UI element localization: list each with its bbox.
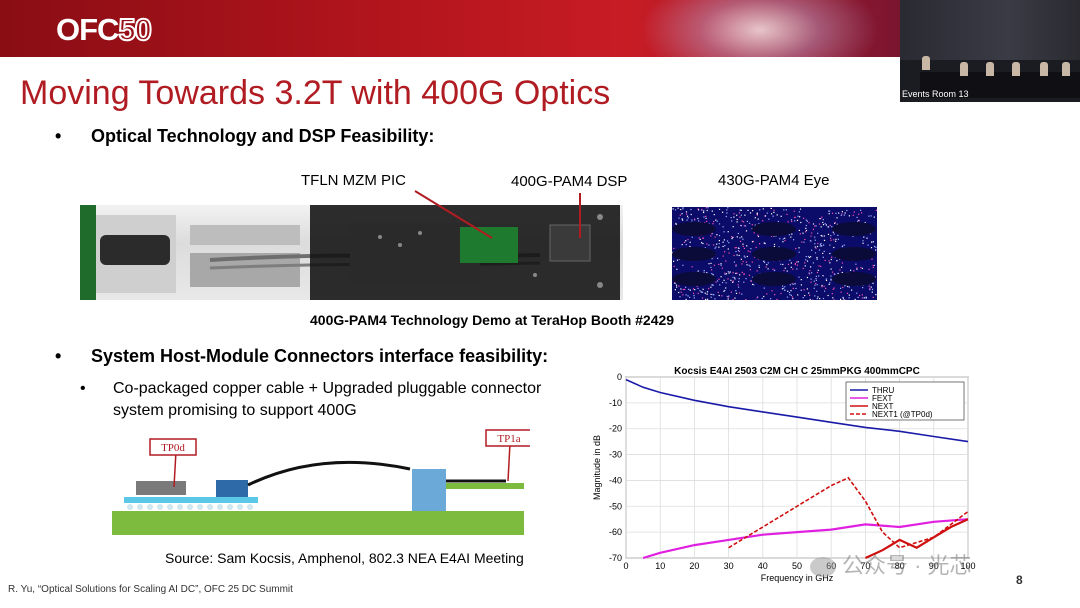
tp1a-label: TP1a — [497, 433, 520, 445]
y-tick-label: -50 — [609, 501, 622, 511]
header-banner: OFC50 — [0, 0, 900, 57]
crosstalk-chart-svg: Kocsis E4AI 2503 C2M CH C 25mmPKG 400mmC… — [592, 366, 976, 583]
eye-openings — [672, 222, 876, 286]
tp0d-callout — [149, 438, 197, 456]
video-person — [1062, 62, 1070, 76]
y-tick-label: -70 — [609, 553, 622, 563]
y-tick-label: -10 — [609, 398, 622, 408]
solder-balls — [127, 504, 253, 510]
y-tick-label: -20 — [609, 424, 622, 434]
legend-entry: FEXT — [872, 394, 893, 403]
label-eye: 430G-PAM4 Eye — [718, 172, 830, 189]
speaker-video-feed: Events Room 13 — [900, 0, 1080, 102]
y-tick-label: -60 — [609, 527, 622, 537]
asic-die — [136, 481, 186, 495]
sub-bullet-line2: system promising to support 400G — [113, 402, 357, 419]
legend-entry: NEXT1 (@TP0d) — [872, 410, 933, 419]
video-person — [1040, 62, 1048, 76]
x-tick-label: 90 — [929, 561, 939, 571]
bullet-text: System Host-Module Connectors interface … — [91, 346, 549, 366]
bullet-text: Optical Technology and DSP Feasibility: — [91, 126, 435, 146]
legend-entry: THRU — [872, 386, 894, 395]
banner-sparkle-decoration — [640, 0, 880, 57]
host-board — [112, 511, 524, 535]
package-substrate — [124, 497, 258, 503]
footer-citation: R. Yu, “Optical Solutions for Scaling AI… — [8, 584, 293, 595]
sub-bullet-line1: Co-packaged copper cable + Upgraded plug… — [113, 380, 542, 397]
watermark-text: 公众号 · 光芯 — [842, 553, 972, 578]
y-tick-label: 0 — [617, 372, 622, 382]
y-axis-label: Magnitude in dB — [592, 435, 602, 500]
x-tick-label: 20 — [689, 561, 699, 571]
ofc-logo: OFC50 — [56, 11, 153, 48]
y-tick-label: -40 — [609, 475, 622, 485]
eye-diagram-image — [672, 207, 877, 300]
x-tick-label: 40 — [758, 561, 768, 571]
x-tick-label: 0 — [623, 561, 628, 571]
legend-entry: NEXT — [872, 402, 893, 411]
source-citation: Source: Sam Kocsis, Amphenol, 802.3 NEA … — [165, 550, 524, 566]
x-tick-label: 80 — [895, 561, 905, 571]
x-tick-label: 10 — [655, 561, 665, 571]
series-line-next — [864, 518, 969, 560]
bullet-optical-technology: • Optical Technology and DSP Feasibility… — [55, 126, 435, 147]
video-person — [922, 56, 930, 70]
module-card — [446, 483, 524, 489]
sub-bullet-copper-cable: • Co-packaged copper cable + Upgraded pl… — [80, 378, 542, 422]
connector-diagram: TP0d TP1a — [110, 425, 533, 537]
crosstalk-chart: Kocsis E4AI 2503 C2M CH C 25mmPKG 400mmC… — [583, 363, 983, 585]
x-tick-label: 50 — [792, 561, 802, 571]
video-person — [960, 62, 968, 76]
video-person — [1012, 62, 1020, 76]
page-number: 8 — [1016, 573, 1023, 587]
video-person — [986, 62, 994, 76]
bullet-host-module-connectors: • System Host-Module Connectors interfac… — [55, 346, 549, 367]
logo-text: OFC — [56, 12, 119, 47]
label-tfln-mzm-pic: TFLN MZM PIC — [301, 172, 406, 189]
video-room-label: Events Room 13 — [902, 89, 969, 99]
series-line-fext — [642, 518, 969, 560]
y-tick-label: -30 — [609, 450, 622, 460]
series-line-next1-tp0d — [728, 476, 969, 549]
bullet-dot: • — [80, 380, 86, 397]
wechat-icon — [810, 557, 836, 578]
bullet-dot: • — [55, 346, 62, 366]
video-panel-table — [920, 72, 1080, 98]
chart-title: Kocsis E4AI 2503 C2M CH C 25mmPKG 400mmC… — [674, 366, 920, 377]
logo-number: 50 — [117, 11, 153, 48]
demo-caption: 400G-PAM4 Technology Demo at TeraHop Boo… — [310, 312, 675, 328]
x-tick-label: 30 — [724, 561, 734, 571]
watermark: 公众号 · 光芯 — [810, 548, 972, 580]
eye-diagram-plot — [672, 207, 877, 300]
tp0d-label: TP0d — [161, 442, 185, 454]
slide-title: Moving Towards 3.2T with 400G Optics — [20, 74, 611, 112]
bullet-dot: • — [55, 126, 62, 146]
copper-cable — [247, 460, 411, 487]
series-line-thru — [625, 378, 969, 443]
label-dsp: 400G-PAM4 DSP — [511, 173, 628, 190]
x-axis-label: Frequency in GHz — [761, 573, 834, 583]
video-backdrop — [900, 0, 1080, 60]
x-tick-label: 100 — [960, 561, 975, 571]
x-tick-label: 70 — [860, 561, 870, 571]
pluggable-cage — [412, 469, 446, 511]
cable-connector — [216, 480, 248, 497]
